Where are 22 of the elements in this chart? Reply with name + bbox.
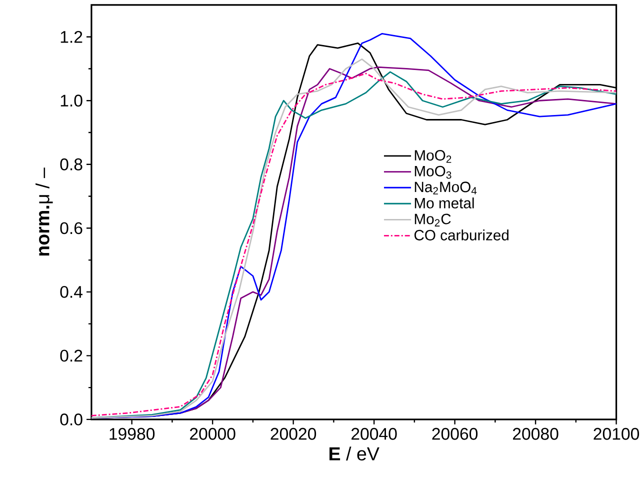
x-tick-label: 20100 bbox=[594, 428, 640, 440]
x-tick-label: 20040 bbox=[352, 428, 397, 440]
x-tick-label: 20060 bbox=[432, 428, 478, 440]
legend-label: Mo$_{2}$C bbox=[414, 214, 451, 226]
x-tick-label: 20020 bbox=[270, 428, 316, 440]
y-tick-label: 0.8 bbox=[60, 158, 82, 170]
y-tick-label: 0.2 bbox=[60, 350, 82, 362]
x-tick-label: 20000 bbox=[190, 428, 236, 440]
y-axis-title: norm.μ / – bbox=[36, 168, 53, 256]
y-tick-label: 0.0 bbox=[60, 414, 82, 426]
legend-label: Na$_{2}$MoO$_{4}$ bbox=[414, 182, 477, 194]
y-tick-label: 1.2 bbox=[60, 30, 82, 43]
x-tick-label: 20080 bbox=[512, 428, 558, 440]
legend-label: MoO$_{2}$ bbox=[414, 150, 452, 163]
x-axis-title: E / eV bbox=[330, 446, 380, 460]
legend-label: CO carburized bbox=[414, 230, 508, 240]
legend-label: Mo metal bbox=[414, 198, 474, 208]
legend-label: MoO$_{3}$ bbox=[414, 166, 452, 179]
y-tick-label: 0.6 bbox=[60, 222, 82, 234]
y-tick-label: 0.4 bbox=[60, 286, 82, 298]
y-tick-label: 1.0 bbox=[60, 94, 82, 107]
x-tick-label: 19980 bbox=[110, 428, 155, 440]
